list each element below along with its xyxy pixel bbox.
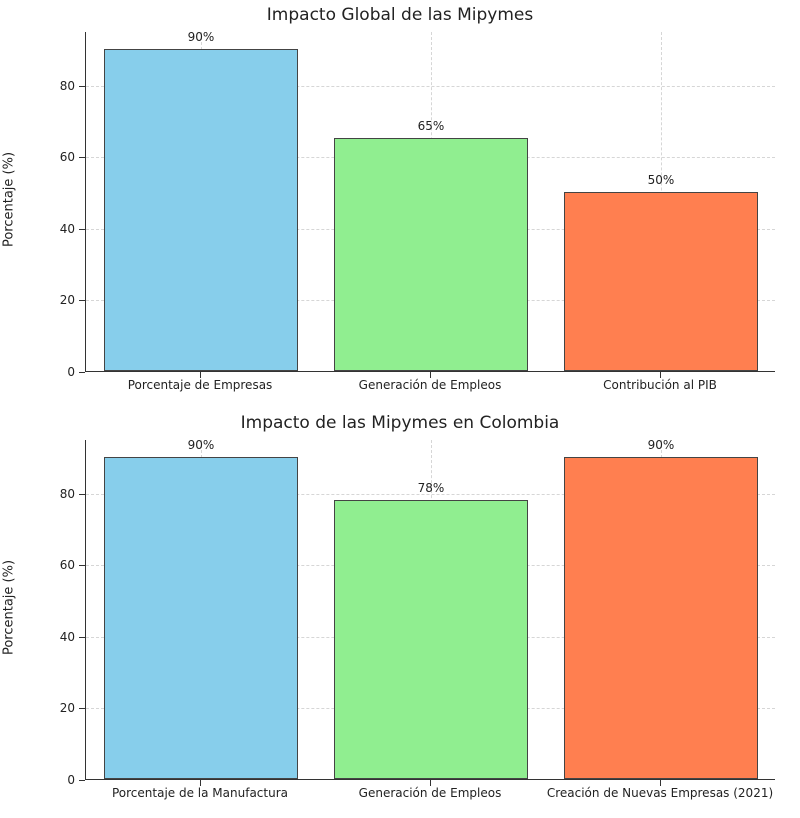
y-axis-label: Porcentaje (%) xyxy=(1,548,16,668)
x-tick-mark xyxy=(660,780,661,786)
bar-value-label: 90% xyxy=(161,438,241,452)
y-tick-mark xyxy=(79,565,85,566)
bar xyxy=(334,500,527,779)
y-tick-mark xyxy=(79,708,85,709)
bar xyxy=(564,457,757,779)
chart-title: Impacto de las Mipymes en Colombia xyxy=(0,413,800,433)
y-tick-label: 60 xyxy=(45,558,75,572)
bar-value-label: 78% xyxy=(391,481,471,495)
bar-value-label: 90% xyxy=(621,438,701,452)
y-tick-label: 0 xyxy=(45,773,75,787)
x-tick-label: Generación de Empleos xyxy=(315,786,545,800)
x-tick-mark xyxy=(200,780,201,786)
plot-area: 90% 78% 90% xyxy=(85,440,775,780)
y-tick-mark xyxy=(79,637,85,638)
y-tick-mark xyxy=(79,494,85,495)
x-tick-label: Porcentaje de la Manufactura xyxy=(85,786,315,800)
y-tick-label: 40 xyxy=(45,630,75,644)
bar xyxy=(104,457,297,779)
y-tick-mark xyxy=(79,780,85,781)
y-tick-label: 80 xyxy=(45,487,75,501)
x-tick-label: Creación de Nuevas Empresas (2021) xyxy=(545,786,775,800)
y-tick-label: 20 xyxy=(45,701,75,715)
subplot-1: 90% 78% 90% Impacto de las Mipymes en Colom… xyxy=(0,0,800,818)
x-tick-mark xyxy=(430,780,431,786)
